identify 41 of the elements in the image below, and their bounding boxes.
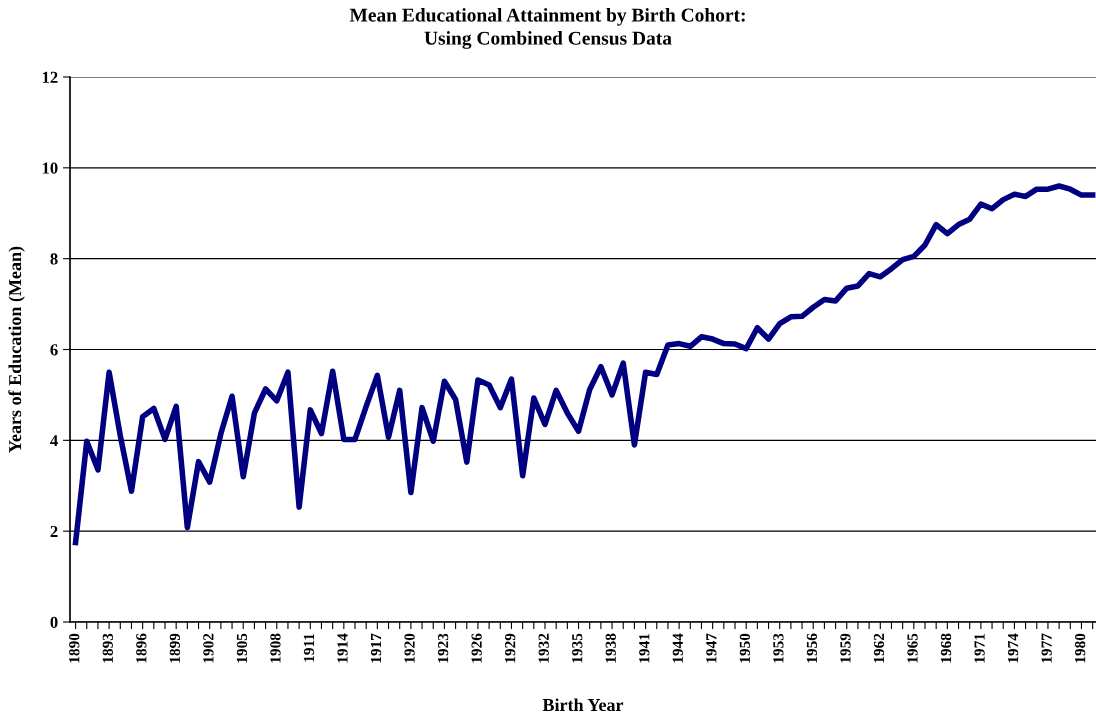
x-tick-label: 1980 — [1074, 633, 1086, 663]
x-tick-label: 1938 — [605, 633, 616, 663]
x-tick-label: 1941 — [639, 633, 650, 663]
x-axis-title: Birth Year — [542, 698, 624, 712]
x-tick-label: 1962 — [873, 633, 885, 663]
chart-title: Mean Educational Attainment by Birth Cohort: Using Combined Census Data — [349, 8, 745, 49]
x-tick-label: 1917 — [370, 633, 382, 663]
y-axis-title: Years of Education (Mean) — [8, 246, 25, 453]
x-tick-label: 1893 — [102, 633, 113, 663]
x-tick-label: 1929 — [505, 633, 516, 663]
x-tick-label: 1908 — [270, 633, 281, 663]
x-tick-label: 1950 — [739, 633, 750, 663]
y-tick-label: 4 — [50, 435, 58, 447]
x-tick-label: 1959 — [840, 633, 851, 663]
x-tick-label: 1977 — [1041, 633, 1052, 663]
y-tick-label: 10 — [42, 162, 58, 174]
x-tick-label: 1968 — [940, 633, 952, 663]
x-tick-label: 1965 — [907, 633, 918, 663]
x-tick-label: 1956 — [806, 633, 818, 663]
x-tick-label: 1911 — [303, 633, 315, 662]
x-tick-label: 1902 — [203, 633, 214, 663]
x-tick-label: 1944 — [672, 633, 683, 663]
y-tick-label: 0 — [50, 616, 58, 628]
x-tick-label: 1896 — [136, 633, 147, 663]
x-tick-label: 1926 — [471, 633, 482, 663]
y-tick-label: 2 — [50, 525, 58, 537]
x-tick-label: 1971 — [974, 633, 985, 663]
x-tick-label: 1923 — [437, 633, 449, 663]
x-tick-label: 1905 — [236, 633, 248, 663]
x-tick-label: 1920 — [404, 633, 415, 663]
x-tick-label: 1914 — [337, 633, 348, 663]
x-tick-label: 1953 — [773, 633, 784, 663]
y-tick-label: 6 — [50, 344, 58, 356]
y-tick-label: 12 — [42, 71, 58, 83]
x-tick-label: 1947 — [706, 633, 717, 663]
y-tick-label: 8 — [50, 253, 58, 265]
x-tick-label: 1974 — [1007, 633, 1019, 663]
x-tick-label: 1890 — [69, 633, 80, 663]
x-tick-label: 1932 — [538, 633, 549, 663]
x-tick-label: 1899 — [169, 633, 180, 663]
x-tick-label: 1935 — [572, 633, 583, 663]
